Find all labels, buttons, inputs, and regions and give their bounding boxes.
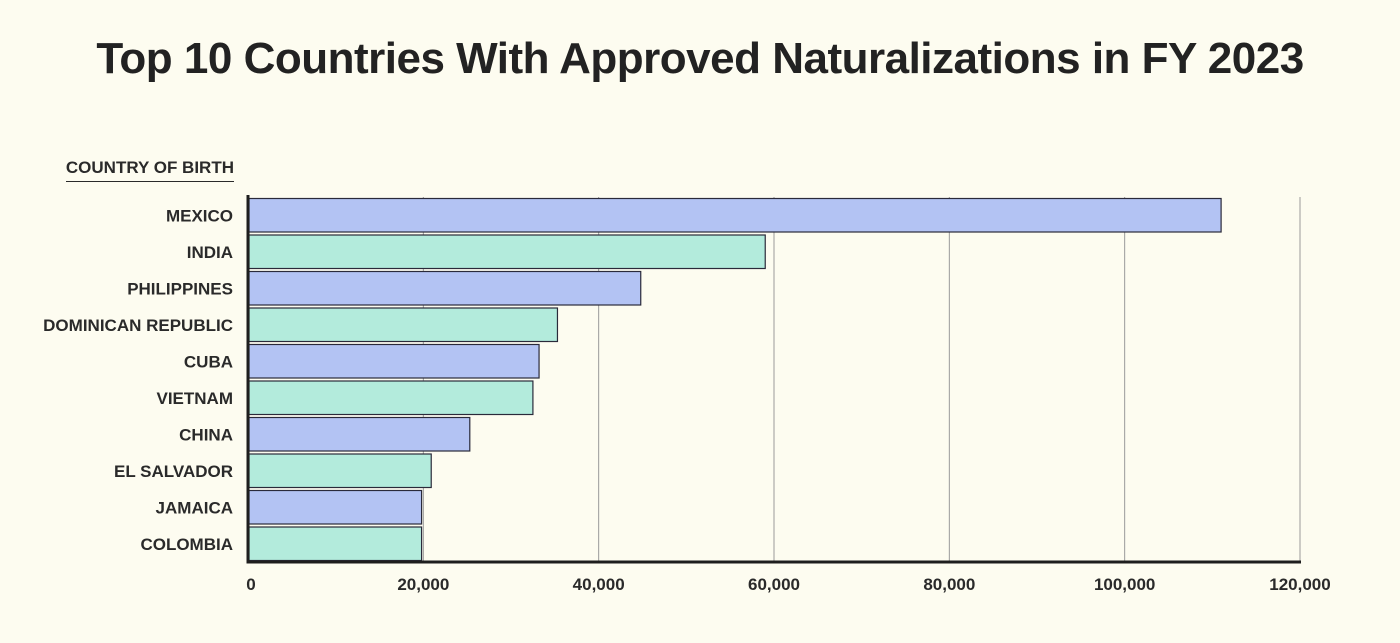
axes: [246, 195, 1301, 564]
x-tick-label-120000: 120,000: [1269, 575, 1330, 594]
category-label-india: INDIA: [187, 243, 233, 262]
category-label-cuba: CUBA: [184, 352, 233, 371]
x-tick-label-20000: 20,000: [397, 575, 449, 594]
category-label-dominican-republic: DOMINICAN REPUBLIC: [43, 316, 233, 335]
y-axis-title: COUNTRY OF BIRTH: [65, 158, 234, 182]
bar-vietnam: [248, 380, 534, 416]
bar-china: [248, 416, 471, 452]
category-label-china: CHINA: [179, 425, 233, 444]
category-label-vietnam: VIETNAM: [157, 389, 234, 408]
category-label-mexico: MEXICO: [166, 206, 233, 225]
category-label-el-salvador: EL SALVADOR: [114, 462, 233, 481]
bar-jamaica: [248, 489, 423, 525]
bar-dominican-republic: [248, 307, 559, 343]
bar-el-salvador: [248, 453, 432, 489]
category-label-colombia: COLOMBIA: [140, 535, 233, 554]
x-tick-label-60000: 60,000: [748, 575, 800, 594]
bar-philippines: [248, 270, 642, 306]
category-label-jamaica: JAMAICA: [156, 498, 233, 517]
bar-colombia: [248, 526, 423, 562]
bar-cuba: [248, 343, 540, 379]
x-tick-label-100000: 100,000: [1094, 575, 1155, 594]
tick-labels: 0 20,000 40,000 60,000 80,000 100,000 120,000: [246, 575, 1330, 594]
x-tick-label-80000: 80,000: [923, 575, 975, 594]
x-tick-label-0: 0: [246, 575, 255, 594]
chart-title: Top 10 Countries With Approved Naturaliz…: [96, 34, 1304, 83]
x-tick-label-40000: 40,000: [573, 575, 625, 594]
bar-india: [248, 234, 766, 270]
bar-mexico: [248, 197, 1222, 233]
bars: [248, 197, 1222, 562]
category-labels: MEXICO INDIA PHILIPPINES DOMINICAN REPUBLIC…: [43, 206, 233, 554]
category-label-philippines: PHILIPPINES: [127, 279, 233, 298]
